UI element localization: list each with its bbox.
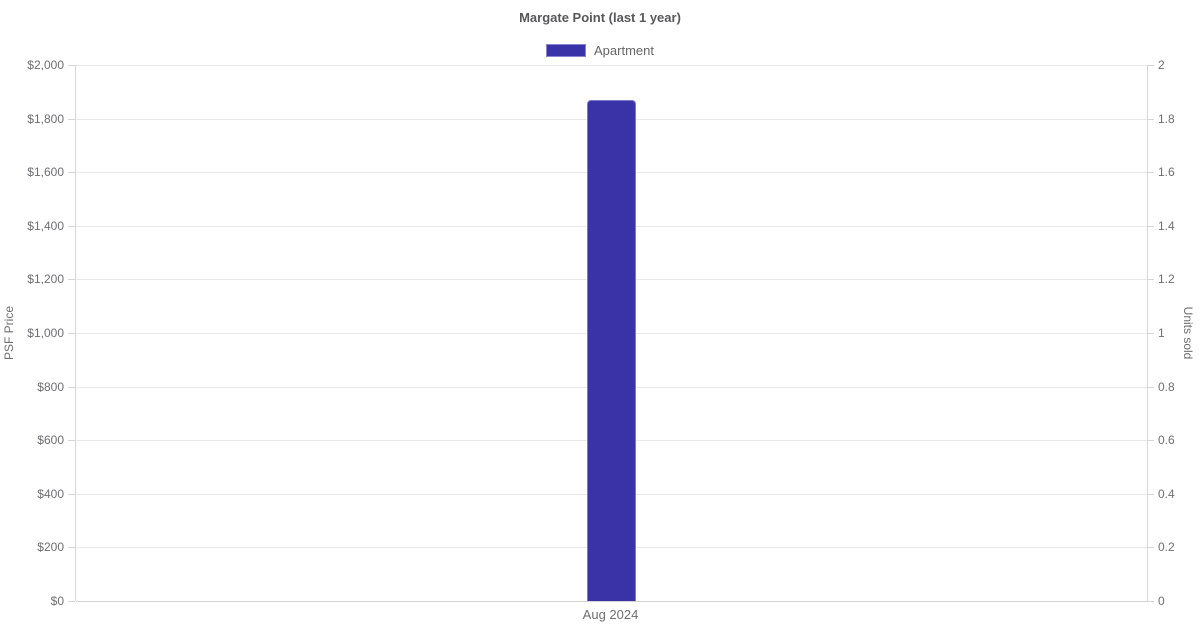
right-tick-mark bbox=[1147, 547, 1154, 549]
right-tick-label: 0.6 bbox=[1158, 433, 1175, 448]
left-tick-label: $600 bbox=[37, 433, 64, 448]
left-tick-label: $1,800 bbox=[27, 111, 64, 126]
left-tick-mark bbox=[68, 440, 75, 442]
right-tick-label: 1.4 bbox=[1158, 218, 1175, 233]
left-tick-mark bbox=[68, 65, 75, 66]
legend: Apartment bbox=[0, 43, 1200, 58]
left-tick-mark bbox=[68, 225, 75, 227]
right-tick-mark bbox=[1147, 118, 1154, 120]
right-tick-mark bbox=[1147, 225, 1154, 227]
right-tick-mark bbox=[1147, 601, 1154, 602]
left-tick-label: $400 bbox=[37, 486, 64, 501]
right-tick-label: 1.2 bbox=[1158, 272, 1175, 287]
left-tick-mark bbox=[68, 601, 75, 602]
left-tick-label: $1,400 bbox=[27, 218, 64, 233]
chart-title: Margate Point (last 1 year) bbox=[519, 10, 681, 25]
plot-area bbox=[75, 65, 1148, 602]
legend-label: Apartment bbox=[594, 43, 654, 58]
right-tick-label: 1.6 bbox=[1158, 165, 1175, 180]
right-tick-mark bbox=[1147, 440, 1154, 442]
legend-swatch-icon bbox=[546, 44, 586, 57]
left-tick-label: $1,000 bbox=[27, 326, 64, 340]
left-tick-label: $1,200 bbox=[27, 272, 64, 287]
left-tick-label: $1,600 bbox=[27, 165, 64, 180]
right-tick-label: 0 bbox=[1158, 594, 1165, 608]
left-tick-mark bbox=[68, 172, 75, 174]
right-tick-mark bbox=[1147, 65, 1154, 66]
bar-aug-2024[interactable] bbox=[587, 100, 636, 601]
right-tick-label: 0.8 bbox=[1158, 379, 1175, 394]
right-tick-mark bbox=[1147, 386, 1154, 388]
right-axis-title: Units sold bbox=[1181, 306, 1195, 360]
right-tick-mark bbox=[1147, 172, 1154, 174]
gridline bbox=[76, 65, 1147, 66]
left-tick-mark bbox=[68, 333, 75, 334]
left-tick-label: $200 bbox=[37, 540, 64, 555]
left-tick-mark bbox=[68, 118, 75, 120]
left-tick-label: $800 bbox=[37, 379, 64, 394]
left-tick-label: $2,000 bbox=[27, 58, 64, 72]
x-axis-baseline bbox=[76, 601, 1147, 602]
left-tick-mark bbox=[68, 547, 75, 549]
right-tick-mark bbox=[1147, 493, 1154, 495]
right-tick-mark bbox=[1147, 279, 1154, 281]
x-tick-label: Aug 2024 bbox=[582, 607, 639, 622]
left-tick-label: $0 bbox=[50, 594, 64, 608]
left-tick-mark bbox=[68, 386, 75, 388]
right-tick-label: 1.8 bbox=[1158, 111, 1175, 126]
left-axis-title: PSF Price bbox=[2, 305, 16, 361]
right-tick-label: 2 bbox=[1158, 58, 1165, 72]
right-tick-mark bbox=[1147, 333, 1154, 334]
left-tick-mark bbox=[68, 279, 75, 281]
right-tick-label: 0.4 bbox=[1158, 486, 1175, 501]
right-tick-label: 1 bbox=[1158, 326, 1165, 340]
left-tick-mark bbox=[68, 493, 75, 495]
right-tick-label: 0.2 bbox=[1158, 540, 1175, 555]
legend-item-apartment[interactable]: Apartment bbox=[546, 43, 654, 58]
